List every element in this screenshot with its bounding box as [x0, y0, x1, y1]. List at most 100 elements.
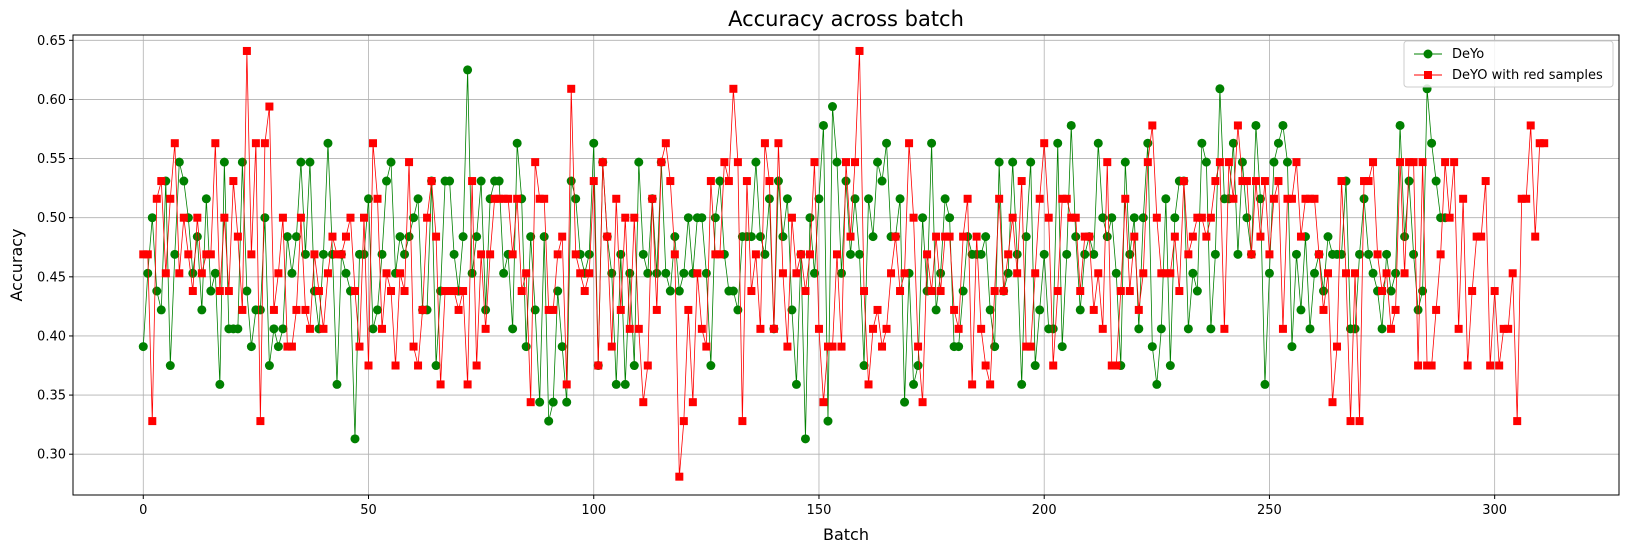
data-point-deyo [715, 176, 725, 186]
data-point-deyo [553, 286, 563, 296]
data-point-deyo-red-samples [1170, 232, 1179, 241]
data-point-deyo [1066, 120, 1076, 130]
data-point-deyo [571, 194, 581, 204]
data-point-deyo [1305, 324, 1315, 334]
data-point-deyo-red-samples [296, 213, 305, 222]
data-point-deyo-red-samples [814, 324, 823, 333]
data-point-deyo-red-samples [1531, 232, 1540, 241]
data-point-deyo-red-samples [711, 250, 720, 259]
data-point-deyo [855, 249, 865, 259]
data-point-deyo [1318, 286, 1328, 296]
data-point-deyo-red-samples [796, 250, 805, 259]
data-point-deyo-red-samples [657, 158, 666, 167]
data-point-deyo [1161, 194, 1171, 204]
data-point-deyo-red-samples [1535, 139, 1544, 148]
data-point-deyo [1089, 249, 1099, 259]
data-point-deyo [877, 176, 887, 186]
data-point-deyo [147, 213, 157, 223]
axes: 0 50 100 150 200 250 300 0.30 0.35 0.40 0.45 0.50 0.… [37, 34, 1507, 518]
data-point-deyo [674, 286, 684, 296]
data-point-deyo-red-samples [504, 194, 513, 203]
data-point-deyo-red-samples [535, 194, 544, 203]
data-point-deyo-red-samples [1423, 361, 1432, 370]
data-point-deyo-red-samples [1526, 121, 1535, 130]
data-point-deyo-red-samples [1238, 177, 1247, 186]
data-point-deyo-red-samples [387, 287, 396, 296]
data-point-deyo-red-samples [625, 324, 634, 333]
y-tick-label: 0.30 [37, 448, 66, 463]
data-point-deyo-red-samples [747, 287, 756, 296]
data-point-deyo-red-samples [1405, 158, 1414, 167]
data-point-deyo-red-samples [544, 305, 553, 314]
data-point-deyo-red-samples [197, 269, 206, 278]
data-point-deyo [787, 305, 797, 315]
data-point-deyo [1143, 138, 1153, 148]
data-point-deyo [1269, 157, 1279, 167]
data-point-deyo-red-samples [1450, 158, 1459, 167]
data-point-deyo-red-samples [1161, 269, 1170, 278]
data-point-deyo-red-samples [1017, 177, 1026, 186]
data-point-deyo [909, 379, 919, 389]
data-point-deyo-red-samples [314, 287, 323, 296]
data-point-deyo [1206, 324, 1216, 334]
data-point-deyo-red-samples [233, 232, 242, 241]
data-point-deyo [1237, 157, 1247, 167]
data-point-deyo-red-samples [1265, 250, 1274, 259]
data-point-deyo-red-samples [1080, 232, 1089, 241]
data-point-deyo-red-samples [1517, 194, 1526, 203]
data-point-deyo-red-samples [810, 158, 819, 167]
data-point-deyo-red-samples [1125, 287, 1134, 296]
data-point-deyo [530, 305, 540, 315]
data-point-deyo-red-samples [1139, 269, 1148, 278]
x-axis-label: Batch [823, 525, 869, 544]
data-point-deyo-red-samples [1260, 177, 1269, 186]
data-point-deyo-red-samples [832, 250, 841, 259]
data-point-deyo-red-samples [941, 232, 950, 241]
data-point-deyo [1278, 120, 1288, 130]
x-tick-label: 300 [1482, 503, 1507, 518]
data-point-deyo-red-samples [409, 342, 418, 351]
x-tick-label: 200 [1032, 503, 1057, 518]
data-point-deyo-red-samples [522, 269, 531, 278]
data-point-deyo-red-samples [1459, 194, 1468, 203]
data-point-deyo-red-samples [1076, 287, 1085, 296]
data-point-deyo [841, 176, 851, 186]
data-point-deyo-red-samples [801, 287, 810, 296]
data-point-deyo [827, 102, 837, 112]
data-point-deyo-red-samples [918, 398, 927, 407]
y-tick-label: 0.60 [37, 93, 66, 108]
data-point-deyo-red-samples [175, 269, 184, 278]
data-point-deyo [476, 176, 486, 186]
data-point-deyo-red-samples [1121, 194, 1130, 203]
data-point-deyo-red-samples [1292, 158, 1301, 167]
data-point-deyo-red-samples [1468, 287, 1477, 296]
data-point-deyo-red-samples [977, 324, 986, 333]
data-point-deyo-red-samples [242, 46, 251, 55]
data-point-deyo-red-samples [1022, 342, 1031, 351]
data-point-deyo [1080, 249, 1090, 259]
data-point-deyo [773, 176, 783, 186]
data-point-deyo-red-samples [454, 305, 463, 314]
data-point-deyo-red-samples [1472, 232, 1481, 241]
data-point-deyo [206, 286, 216, 296]
data-point-deyo-red-samples [760, 139, 769, 148]
data-point-deyo-red-samples [166, 194, 175, 203]
data-point-deyo-red-samples [1513, 417, 1522, 426]
data-point-deyo-red-samples [1040, 139, 1049, 148]
data-point-deyo [404, 232, 414, 242]
x-tick-label: 100 [581, 503, 606, 518]
x-tick-label: 150 [807, 503, 832, 518]
data-point-deyo-red-samples [986, 380, 995, 389]
data-point-deyo [814, 194, 824, 204]
data-point-deyo-red-samples [499, 194, 508, 203]
data-point-deyo-red-samples [215, 287, 224, 296]
data-point-deyo [296, 157, 306, 167]
data-point-deyo [1368, 268, 1378, 278]
data-point-deyo-red-samples [1184, 250, 1193, 259]
data-point-deyo [431, 361, 441, 371]
data-point-deyo-red-samples [1242, 177, 1251, 186]
data-point-deyo-red-samples [396, 269, 405, 278]
data-point-deyo [472, 232, 482, 242]
data-point-deyo [954, 342, 964, 352]
data-point-deyo [1165, 361, 1175, 371]
